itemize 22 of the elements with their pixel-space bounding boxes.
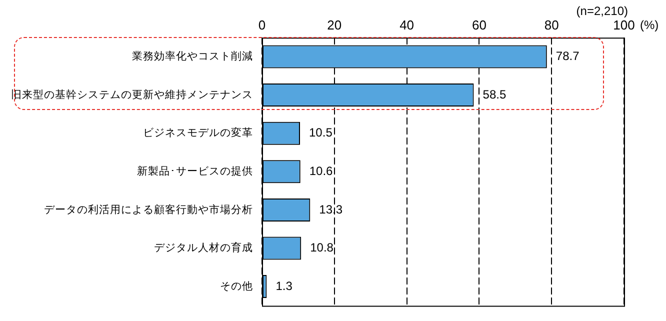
data-label: 58.5 bbox=[482, 87, 506, 102]
data-label: 10.6 bbox=[309, 164, 334, 178]
x-tick-label: 40 bbox=[400, 17, 414, 32]
y-tick-label: 業務効率化やコスト削減 bbox=[132, 50, 253, 63]
y-tick-label: 新製品･サービスの提供 bbox=[137, 164, 253, 178]
x-tick-label: 0 bbox=[258, 17, 266, 32]
data-label: 78.7 bbox=[556, 49, 580, 64]
y-tick-label: データの利活用による顧客行動や市場分析 bbox=[44, 202, 253, 216]
y-tick-label: 旧来型の基幹システムの更新や維持メンテナンス bbox=[11, 88, 253, 101]
x-tick-label: 20 bbox=[327, 17, 342, 32]
text: (n=2,210) bbox=[576, 4, 628, 18]
x-tick-label: 100 bbox=[613, 17, 635, 32]
data-label: 10.8 bbox=[310, 240, 334, 255]
y-tick-label: ビジネスモデルの変革 bbox=[143, 126, 253, 140]
x-tick-label: 60 bbox=[472, 17, 486, 32]
y-tick-label: デジタル人材の育成 bbox=[154, 241, 253, 254]
y-tick-label: その他 bbox=[220, 280, 253, 292]
x-tick-label: 80 bbox=[544, 17, 559, 32]
x-axis-title: (%) bbox=[640, 18, 659, 32]
data-label: 13.3 bbox=[319, 202, 343, 216]
data-label: 10.5 bbox=[309, 126, 333, 140]
data-label: 1.3 bbox=[276, 278, 293, 293]
